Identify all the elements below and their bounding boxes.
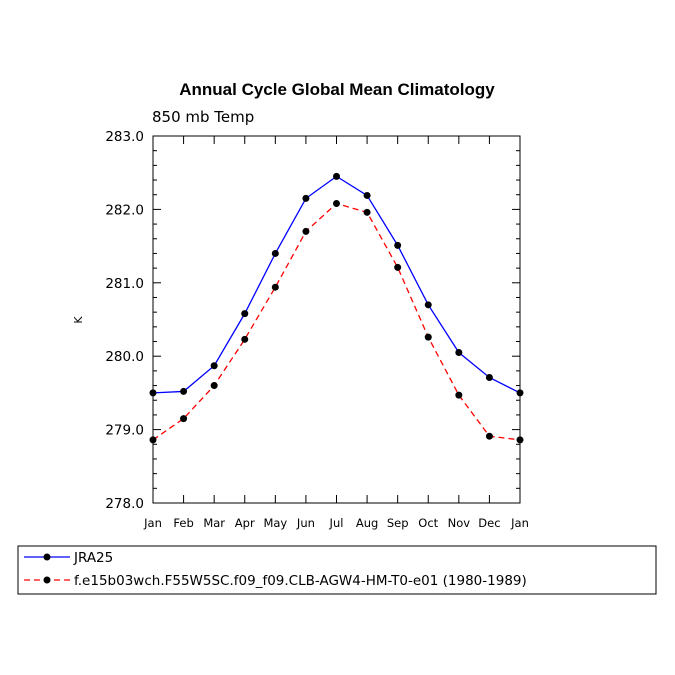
legend-label-jra25: JRA25 xyxy=(73,550,113,566)
data-point-series-1 xyxy=(394,263,402,271)
x-tick-label: Dec xyxy=(478,516,500,530)
legend-label-model: f.e15b03wch.F55W5SC.f09_f09.CLB-AGW4-HM-… xyxy=(74,573,527,589)
data-point-series-1 xyxy=(516,436,524,444)
x-tick-label: Apr xyxy=(235,516,255,530)
data-point-series-1 xyxy=(424,333,432,341)
data-point-series-1 xyxy=(210,382,218,390)
x-tick-label: May xyxy=(263,516,287,530)
data-point-series-1 xyxy=(241,335,249,343)
data-point-series-1 xyxy=(149,436,157,444)
data-point-series-1 xyxy=(180,415,188,423)
data-point-series-0 xyxy=(333,172,340,180)
chart-title: Annual Cycle Global Mean Climatology xyxy=(179,80,495,99)
data-point-series-0 xyxy=(455,349,463,357)
data-point-series-1 xyxy=(333,200,340,208)
plot-frame xyxy=(152,135,521,504)
data-point-series-0 xyxy=(485,373,493,381)
data-point-series-1 xyxy=(302,227,310,235)
y-tick-label: 280.0 xyxy=(105,349,144,365)
data-point-series-1 xyxy=(271,283,279,291)
data-point-series-0 xyxy=(302,194,310,202)
x-tick-label: Jan xyxy=(143,516,162,530)
plot-area: 278.0 279.0 280.0 281.0 282.0 283.0 Jan Feb Mar A… xyxy=(105,129,529,530)
y-tick-label: 279.0 xyxy=(105,423,144,439)
series-line-0 xyxy=(152,175,521,394)
x-tick-label: Jul xyxy=(329,516,344,530)
legend-box xyxy=(17,545,657,595)
data-point-series-1 xyxy=(485,432,493,440)
data-point-series-0 xyxy=(424,301,432,309)
x-tick-label: Aug xyxy=(356,516,378,530)
data-point-series-0 xyxy=(241,310,249,318)
series-line-1 xyxy=(152,202,521,441)
data-point-series-0 xyxy=(180,387,188,395)
data-point-series-1 xyxy=(363,208,371,216)
data-point-series-0 xyxy=(210,362,218,370)
y-tick-label: 283.0 xyxy=(105,129,144,145)
data-point-series-0 xyxy=(149,389,157,397)
data-point-series-0 xyxy=(271,249,279,257)
x-tick-label: Jun xyxy=(296,516,315,530)
legend-marker-model xyxy=(43,576,51,584)
x-tick-label: Jan xyxy=(510,516,529,530)
y-tick-label: 278.0 xyxy=(105,496,144,512)
y-tick-label: 281.0 xyxy=(105,276,144,292)
x-tick-label: Nov xyxy=(448,516,471,530)
data-point-series-1 xyxy=(455,391,463,399)
legend: JRA25 f.e15b03wch.F55W5SC.f09_f09.CLB-AG… xyxy=(17,545,657,595)
x-tick-label: Sep xyxy=(387,516,409,530)
x-tick-label: Mar xyxy=(203,516,225,530)
y-tick-label: 282.0 xyxy=(105,202,144,218)
legend-marker-jra25 xyxy=(43,553,51,561)
data-point-series-0 xyxy=(394,241,402,249)
data-point-series-0 xyxy=(363,191,371,199)
x-tick-label: Oct xyxy=(418,516,438,530)
y-axis-label: K xyxy=(72,316,85,324)
data-point-series-0 xyxy=(516,389,524,397)
chart-subtitle: 850 mb Temp xyxy=(152,108,254,126)
x-tick-label: Feb xyxy=(173,516,193,530)
